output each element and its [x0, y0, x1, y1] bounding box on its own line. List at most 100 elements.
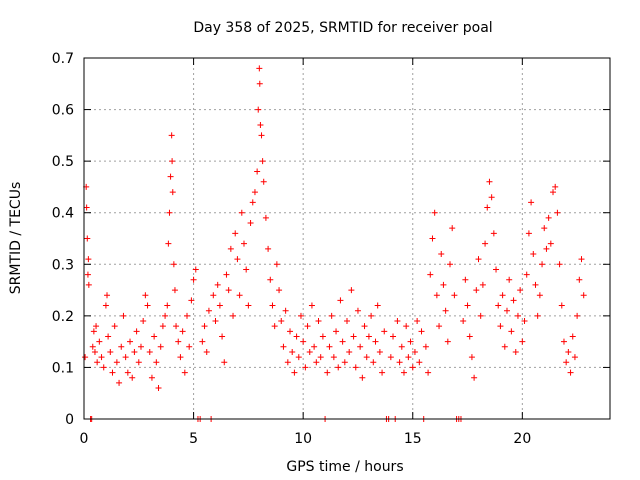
data-point — [105, 333, 112, 340]
data-point — [302, 364, 309, 371]
data-point — [396, 359, 403, 366]
data-point — [90, 328, 97, 335]
data-point — [357, 343, 364, 350]
data-point — [201, 323, 208, 330]
data-point — [365, 333, 372, 340]
y-tick-label: 0.3 — [52, 257, 74, 273]
x-axis-label: GPS time / hours — [286, 459, 403, 475]
data-point — [512, 348, 519, 355]
data-point — [282, 307, 289, 314]
data-point — [442, 307, 449, 314]
data-point — [436, 323, 443, 330]
data-point — [245, 302, 252, 309]
data-point — [190, 276, 197, 283]
x-tick-label: 10 — [294, 431, 312, 447]
data-point — [169, 158, 176, 165]
data-point — [499, 292, 506, 299]
data-point — [313, 359, 320, 366]
data-point — [188, 297, 195, 304]
data-point — [403, 323, 410, 330]
data-point — [96, 338, 103, 345]
data-point — [493, 266, 500, 273]
data-point — [508, 328, 515, 335]
data-point — [368, 312, 375, 319]
data-point — [501, 343, 508, 350]
data-point — [234, 256, 241, 263]
data-point — [477, 312, 484, 319]
data-point — [91, 348, 98, 355]
data-point — [280, 343, 287, 350]
data-point — [398, 343, 405, 350]
data-point — [497, 323, 504, 330]
axes — [83, 57, 611, 420]
data-point — [490, 230, 497, 237]
data-point — [256, 80, 263, 87]
data-point — [449, 225, 456, 232]
data-point — [249, 199, 256, 206]
data-point — [333, 328, 340, 335]
data-point — [129, 374, 136, 381]
data-point — [210, 292, 217, 299]
data-point — [311, 343, 318, 350]
y-tick-label: 0.7 — [52, 51, 74, 67]
data-point — [89, 343, 96, 350]
data-point — [374, 302, 381, 309]
data-point — [541, 225, 548, 232]
data-point — [348, 287, 355, 294]
data-point — [254, 168, 261, 175]
data-point — [339, 338, 346, 345]
y-axis-label: SRMTID / TECUs — [8, 182, 24, 295]
data-point — [431, 209, 438, 216]
data-point — [133, 328, 140, 335]
data-point — [370, 359, 377, 366]
data-point — [102, 302, 109, 309]
data-point — [219, 333, 226, 340]
data-point — [251, 189, 258, 196]
data-point — [363, 354, 370, 361]
data-point — [111, 323, 118, 330]
data-point — [186, 343, 193, 350]
data-point — [534, 312, 541, 319]
y-tick-label: 0 — [65, 412, 74, 428]
data-point — [169, 189, 176, 196]
data-point — [167, 173, 174, 180]
data-point — [259, 158, 266, 165]
data-point — [574, 312, 581, 319]
data-point — [304, 323, 311, 330]
x-tick-labels: 0 5 10 15 20 — [80, 431, 532, 447]
data-point — [171, 287, 178, 294]
data-point — [153, 359, 160, 366]
data-point — [297, 312, 304, 319]
data-point — [416, 359, 423, 366]
data-point — [227, 245, 234, 252]
data-point — [137, 343, 144, 350]
data-point — [521, 318, 528, 325]
chart-title: Day 358 of 2025, SRMTID for receiver poa… — [193, 20, 492, 36]
data-point — [170, 261, 177, 268]
data-point — [427, 271, 434, 278]
data-point — [495, 302, 502, 309]
grid-layer — [84, 58, 610, 419]
data-point — [165, 240, 172, 247]
data-point — [438, 250, 445, 257]
data-point — [120, 312, 127, 319]
data-point — [276, 287, 283, 294]
data-point — [236, 292, 243, 299]
data-point — [409, 364, 416, 371]
data-point — [578, 256, 585, 263]
data-point — [116, 379, 123, 386]
data-point — [85, 281, 92, 288]
x-tick-label: 20 — [513, 431, 531, 447]
data-point — [547, 240, 554, 247]
data-point — [532, 281, 539, 288]
data-point — [536, 292, 543, 299]
x-tick-label: 0 — [80, 431, 89, 447]
data-point — [571, 354, 578, 361]
data-point — [558, 302, 565, 309]
data-point — [545, 214, 552, 221]
data-point — [361, 323, 368, 330]
y-tick-label: 0.1 — [52, 360, 74, 376]
data-point — [482, 240, 489, 247]
data-point — [315, 318, 322, 325]
